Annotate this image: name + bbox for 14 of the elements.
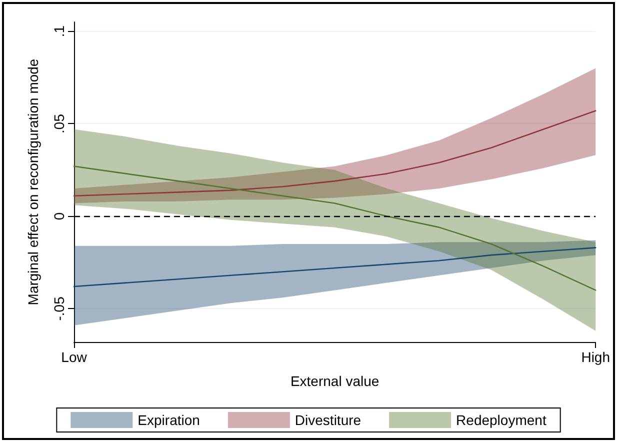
y-tick-label: -.05: [51, 296, 67, 321]
line-series: [73, 247, 596, 288]
y-tick-label: 0: [51, 212, 67, 220]
x-tick-label: Low: [61, 349, 88, 365]
y-tick-label: .1: [51, 25, 67, 38]
legend-label: Expiration: [138, 412, 200, 428]
line-series: [73, 110, 596, 197]
x-axis-title: External value: [290, 373, 380, 389]
line-series: [73, 166, 596, 291]
legend-label: Redeployment: [456, 412, 546, 428]
y-tick-label: .05: [51, 114, 67, 134]
legend-label: Divestiture: [294, 412, 362, 428]
y-axis-title: Marginal effect on reconfiguration mode: [25, 58, 41, 306]
x-tick-label: High: [581, 349, 610, 365]
